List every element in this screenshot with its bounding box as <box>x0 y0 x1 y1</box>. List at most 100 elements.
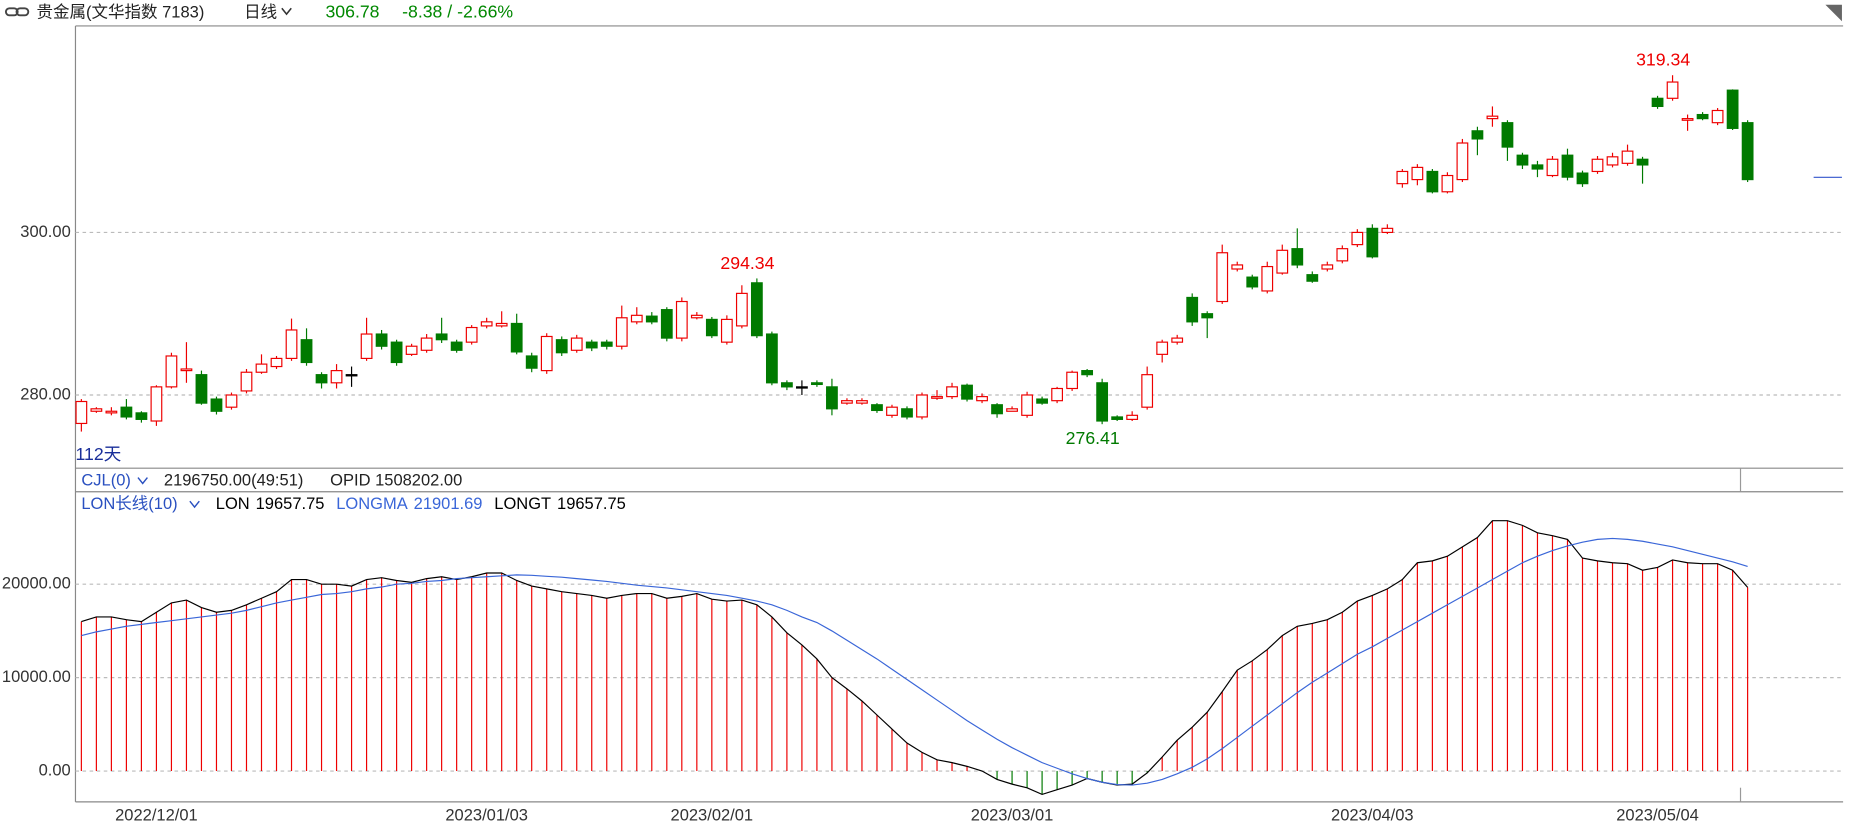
legend-value: 21901.69 <box>414 495 483 513</box>
candle-body <box>240 371 253 392</box>
candle-body <box>360 333 373 360</box>
candle-body <box>1651 97 1664 108</box>
candle-body <box>90 408 103 412</box>
candle-body <box>315 374 328 384</box>
candle-body <box>1396 170 1409 185</box>
candle-body <box>195 374 208 404</box>
corner-triangle <box>1825 4 1842 22</box>
x-tick-label: 2022/12/01 <box>115 806 198 824</box>
candle-body <box>1336 248 1349 262</box>
candle-body <box>330 370 343 384</box>
indicator-line <box>81 520 1749 796</box>
candle-body <box>1291 248 1304 266</box>
candle-body <box>1471 130 1484 140</box>
candle-body <box>1681 118 1694 121</box>
extreme-label: 294.34 <box>720 253 774 273</box>
candle-body <box>1111 416 1124 420</box>
candle-body <box>720 318 733 343</box>
candle-body <box>1246 276 1259 288</box>
candle-body <box>1306 274 1319 282</box>
candle-body <box>1531 164 1544 170</box>
candle-body <box>105 410 118 414</box>
period-count: 112天 <box>75 444 121 464</box>
candle-body <box>345 374 358 377</box>
y-tick-label: 10000.00 <box>2 668 71 686</box>
candle-body <box>856 400 868 404</box>
candle-body <box>796 386 808 389</box>
x-tick-label: 2023/04/03 <box>1331 806 1414 824</box>
candle-body <box>615 317 628 347</box>
candle-body <box>931 396 943 399</box>
period-selector[interactable]: 日线 <box>244 2 277 21</box>
y-tick-label: 280.00 <box>20 385 70 403</box>
candle-body <box>1381 227 1394 234</box>
candle-body <box>510 322 523 353</box>
legend-value: 19657.75 <box>557 495 626 513</box>
candle-body <box>1561 154 1574 178</box>
candle-body <box>540 335 553 372</box>
y-tick-label: 0.00 <box>39 761 71 779</box>
candle-body <box>1051 387 1063 402</box>
candle-body <box>916 394 928 418</box>
candle-body <box>1456 142 1469 181</box>
candle-body <box>1666 81 1679 99</box>
candle-body <box>735 292 748 327</box>
candle-body <box>390 341 403 364</box>
candle-body <box>435 333 448 341</box>
candle-body <box>1096 382 1109 422</box>
candle-body <box>1636 158 1649 166</box>
candle-body <box>1606 156 1619 166</box>
legend-name: LON <box>216 495 250 513</box>
y-tick-label: 300.00 <box>20 223 70 241</box>
candle-body <box>1066 371 1079 390</box>
candle-body <box>450 341 463 351</box>
candle-body <box>1441 174 1454 193</box>
indicator-name[interactable]: LON长线(10) <box>81 494 177 513</box>
x-tick-label: 2023/05/04 <box>1616 806 1699 824</box>
candle-body <box>705 318 718 337</box>
x-tick-label: 2023/03/01 <box>971 806 1054 824</box>
candle-body <box>210 398 223 412</box>
candle-body <box>1546 158 1559 177</box>
candle-body <box>270 357 283 368</box>
indicator-value: 2196750.00(49:51) <box>164 471 303 489</box>
candle-body <box>555 339 568 354</box>
candle-body <box>630 314 643 323</box>
candle-body <box>660 309 673 339</box>
candle-body <box>1591 158 1604 173</box>
candle-body <box>180 368 193 372</box>
candle-body <box>1576 172 1589 185</box>
candle-body <box>826 386 838 410</box>
candle-body <box>1126 414 1139 420</box>
candle-body <box>75 400 88 425</box>
candle-body <box>1156 341 1169 355</box>
candle-body <box>1696 113 1709 120</box>
candle-body <box>781 382 793 388</box>
candle-body <box>871 404 883 412</box>
candle-body <box>1711 109 1724 124</box>
candle-body <box>1501 122 1514 148</box>
candle-body <box>135 412 148 420</box>
legend-name: LONGMA <box>336 495 408 513</box>
candle-body <box>1141 374 1154 408</box>
candle-body <box>1741 122 1754 181</box>
indicator-opid: OPID 1508202.00 <box>330 471 462 489</box>
chevron <box>281 7 292 16</box>
candle-body <box>420 337 433 351</box>
candle-body <box>1366 227 1379 258</box>
candle-body <box>1081 370 1094 376</box>
indicator-name[interactable]: CJL(0) <box>81 471 131 489</box>
candle-body <box>150 386 163 422</box>
candle-body <box>765 333 778 384</box>
candle-body <box>1006 408 1018 412</box>
candle-body <box>1261 265 1274 292</box>
indicator-line <box>81 537 1748 786</box>
candle-body <box>1021 394 1033 416</box>
chevron <box>189 500 200 509</box>
candle-body <box>690 314 703 319</box>
candle-body <box>1426 170 1439 193</box>
instrument-title[interactable]: 贵金属(文华指数 7183) <box>37 2 205 21</box>
candle-body <box>961 384 973 400</box>
candle-body <box>991 404 1003 415</box>
